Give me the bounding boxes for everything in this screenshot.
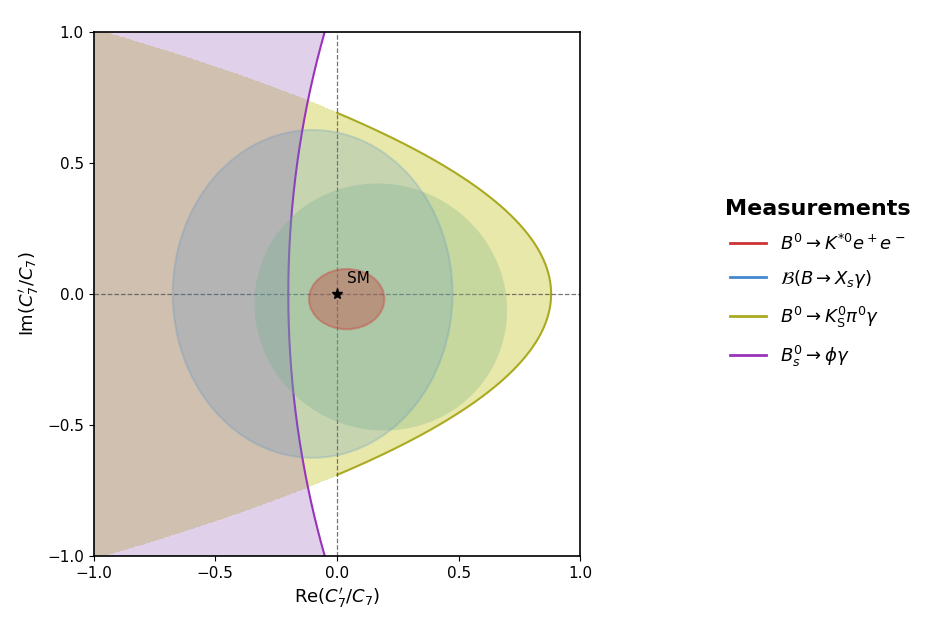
Legend: $B^0 \to K^{*0}e^+e^-$, $\mathcal{B}(B \to X_s\gamma)$, $B^0 \to K^0_{\mathrm{S}: $B^0 \to K^{*0}e^+e^-$, $\mathcal{B}(B \…	[718, 192, 917, 377]
X-axis label: $\mathrm{Re}(C_7^{\prime}/C_7)$: $\mathrm{Re}(C_7^{\prime}/C_7)$	[294, 586, 380, 611]
Y-axis label: $\mathrm{Im}(C_7^{\prime}/C_7)$: $\mathrm{Im}(C_7^{\prime}/C_7)$	[18, 252, 41, 336]
Ellipse shape	[255, 183, 507, 430]
Text: SM: SM	[346, 271, 370, 286]
Ellipse shape	[173, 130, 453, 458]
Ellipse shape	[309, 269, 385, 329]
